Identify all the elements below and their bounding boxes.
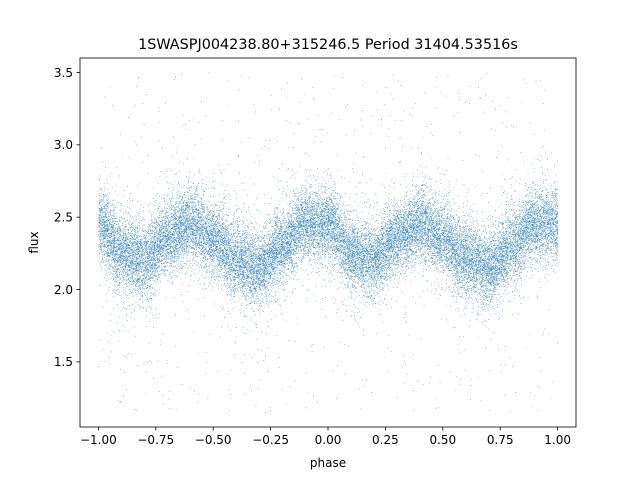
x-tick-label: −0.75	[137, 433, 174, 447]
y-axis: 1.5 2.0 2.5 3.0 3.5	[54, 66, 80, 369]
flux-points	[98, 72, 559, 413]
x-tick-label: 1.00	[544, 433, 571, 447]
x-tick-label: 0.00	[315, 433, 342, 447]
y-tick-label: 3.5	[54, 66, 73, 80]
x-tick-label: −1.00	[80, 433, 117, 447]
y-tick-label: 2.0	[54, 283, 73, 297]
points-layer	[98, 72, 559, 413]
x-tick-label: −0.25	[252, 433, 289, 447]
x-tick-label: −0.50	[195, 433, 232, 447]
y-tick-label: 2.5	[54, 210, 73, 224]
y-tick-label: 1.5	[54, 355, 73, 369]
y-axis-label: flux	[27, 231, 41, 253]
x-axis-label: phase	[310, 456, 346, 470]
x-tick-label: 0.25	[372, 433, 399, 447]
chart-title: 1SWASPJ004238.80+315246.5 Period 31404.5…	[138, 37, 518, 53]
x-tick-label: 0.75	[487, 433, 514, 447]
x-axis: −1.00 −0.75 −0.50 −0.25 0.00 0.25 0.50 0.75 1.00	[80, 427, 571, 447]
x-tick-label: 0.50	[429, 433, 456, 447]
y-tick-label: 3.0	[54, 138, 73, 152]
